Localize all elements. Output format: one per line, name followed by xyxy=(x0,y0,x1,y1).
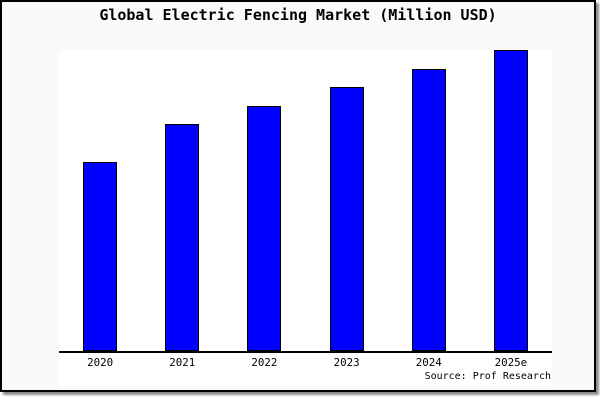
chart-title: Global Electric Fencing Market (Million … xyxy=(99,6,497,24)
bar-2022 xyxy=(247,106,282,351)
bar-2025e xyxy=(493,50,528,351)
x-tick-label-2022: 2022 xyxy=(251,356,278,369)
plot-area: 2020 2021 2022 2023 2024 2025e Source: Prof R… xyxy=(59,50,552,388)
bar-2023 xyxy=(329,87,364,351)
bar-2021 xyxy=(165,124,200,351)
source-note: Source: Prof Research xyxy=(424,371,551,382)
x-tick-label-2021: 2021 xyxy=(169,356,196,369)
chart-card: Global Electric Fencing Market (Million … xyxy=(0,0,596,392)
x-tick-label-2023: 2023 xyxy=(333,356,360,369)
x-tick-label-2025e: 2025e xyxy=(494,356,528,369)
bar-2024 xyxy=(411,69,446,351)
bar-2020 xyxy=(83,162,118,351)
x-tick-label-2024: 2024 xyxy=(415,356,442,369)
x-tick-label-2020: 2020 xyxy=(87,356,114,369)
x-axis-line xyxy=(59,351,552,353)
